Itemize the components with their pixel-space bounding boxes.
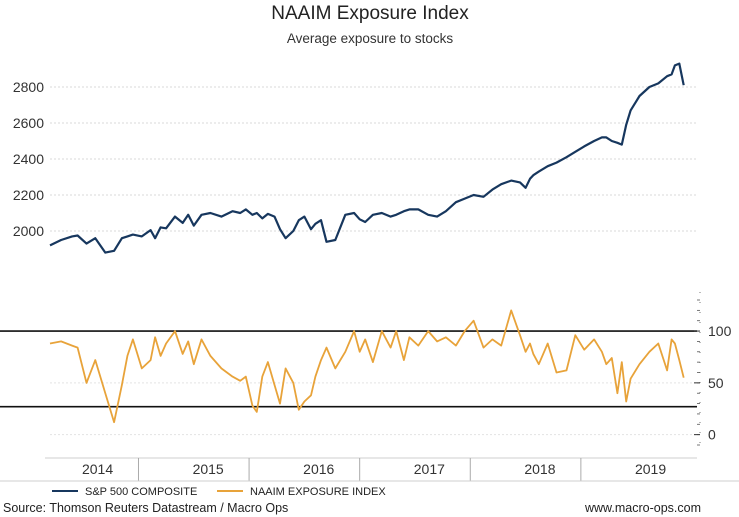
top-y-tick-label: 2800 (13, 79, 44, 95)
x-tick-label: 2015 (193, 461, 224, 477)
x-tick-label: 2019 (635, 461, 666, 477)
naaim-series (49, 309, 685, 424)
top-y-tick-label: 2200 (13, 187, 44, 203)
top-y-tick-label: 2600 (13, 115, 44, 131)
right-y-axis: 0 50 100 (694, 292, 732, 448)
x-tick-label: 2017 (414, 461, 445, 477)
chart-title: NAAIM Exposure Index (271, 3, 469, 24)
legend-label: S&P 500 COMPOSITE (85, 486, 197, 498)
chart-subtitle: Average exposure to stocks (287, 31, 454, 46)
bottom-y-tick-label: 100 (708, 323, 732, 339)
bottom-gridlines (50, 330, 697, 436)
bottom-y-tick-label: 50 (708, 375, 724, 391)
top-y-tick-label: 2400 (13, 151, 44, 167)
reference-lines (0, 330, 697, 408)
x-tick-label: 2016 (303, 461, 334, 477)
sp500-series (49, 62, 685, 254)
legend: S&P 500 COMPOSITE NAAIM EXPOSURE INDEX (52, 486, 386, 498)
bottom-y-tick-label: 0 (708, 427, 716, 443)
x-axis: 2014 2015 2016 2017 2018 2019 (45, 457, 697, 481)
sp500-line (49, 62, 685, 254)
source-text: Source: Thomson Reuters Datastream / Mac… (3, 501, 288, 515)
naaim-line (49, 309, 685, 424)
website-text: www.macro-ops.com (584, 501, 701, 515)
x-tick-label: 2018 (524, 461, 555, 477)
top-gridlines (50, 86, 697, 232)
top-y-axis-ticks: 2000 2200 2400 2600 2800 (13, 79, 44, 239)
legend-label: NAAIM EXPOSURE INDEX (250, 486, 386, 498)
top-y-tick-label: 2000 (13, 223, 44, 239)
x-tick-label: 2014 (82, 461, 113, 477)
